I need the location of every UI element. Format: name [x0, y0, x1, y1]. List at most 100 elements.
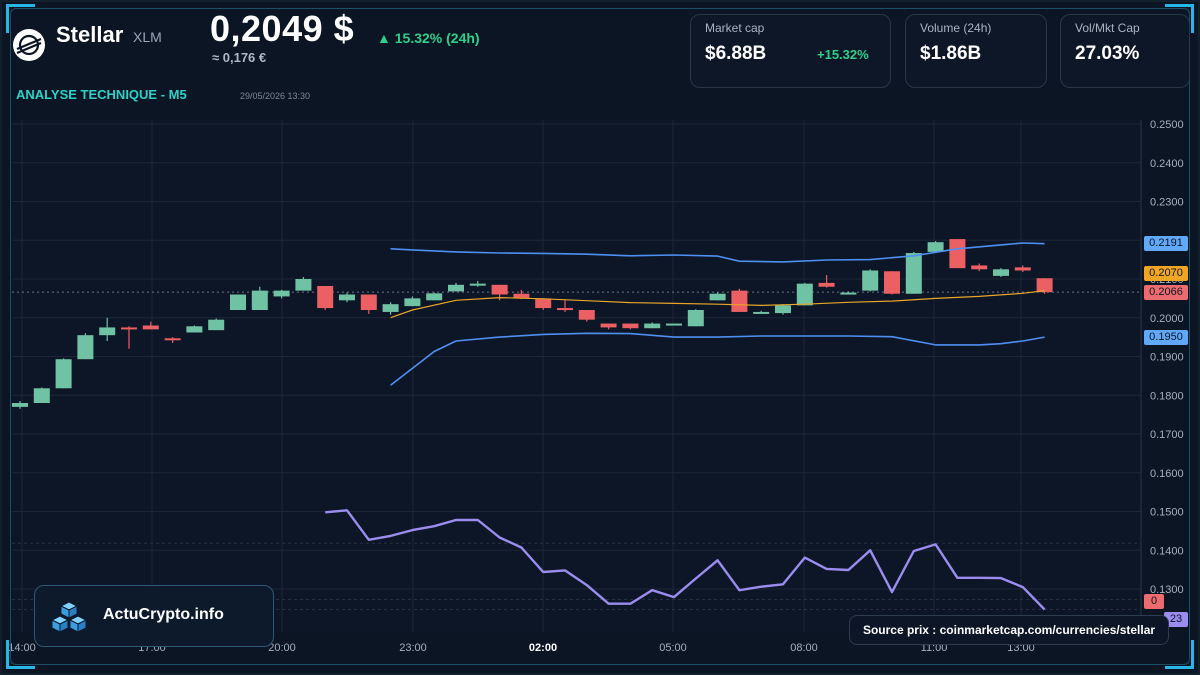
candle-body — [295, 279, 312, 291]
candle-body — [840, 292, 857, 295]
price-eur: ≈ 0,176 € — [212, 50, 267, 65]
coin-name: Stellar — [56, 22, 124, 47]
candle-body — [491, 284, 508, 295]
candle-body — [775, 305, 791, 314]
candle-body — [12, 403, 28, 407]
corner-accent — [6, 4, 35, 33]
candle-body — [251, 290, 268, 310]
candle-body — [709, 293, 726, 301]
y-tick-label: 0.2400 — [1150, 158, 1184, 170]
y-tick-label: 0.1900 — [1150, 352, 1184, 364]
rsi-tag-a: 0 — [1144, 594, 1164, 609]
change-24h: ▲ 15.32% (24h) — [377, 30, 480, 46]
candle-body — [121, 327, 137, 330]
candle-body — [600, 323, 617, 328]
bb-middle-tag: 0.2070 — [1144, 266, 1188, 281]
candle-body — [949, 239, 966, 269]
volume-value: $1.86B — [920, 43, 982, 64]
candle-body — [905, 253, 922, 294]
bollinger-lower-line — [390, 332, 1045, 386]
x-tick-label: 11:00 — [921, 642, 948, 654]
candle-body — [1014, 267, 1031, 271]
candle-body — [753, 311, 770, 314]
candle-body — [317, 285, 334, 309]
vol-mkt-cap-card: Vol/Mkt Cap 27.03% — [1060, 14, 1190, 88]
plot-area — [12, 120, 1141, 632]
candle-body — [186, 326, 203, 333]
y-tick-label: 0.1600 — [1150, 468, 1184, 480]
candle-body — [360, 294, 377, 310]
section-title: ANALYSE TECHNIQUE - M5 — [16, 87, 187, 102]
corner-accent — [1165, 640, 1194, 669]
y-tick-label: 0.1500 — [1150, 507, 1184, 519]
current-price: 0,2049 $ — [210, 8, 355, 49]
vol-mkt-cap-value: 27.03% — [1075, 43, 1140, 64]
x-tick-label: 05:00 — [659, 642, 687, 654]
x-tick-label: 08:00 — [790, 642, 818, 654]
market-cap-change: +15.32% — [817, 47, 869, 62]
bb-lower-tag: 0.1950 — [1144, 330, 1188, 345]
market-cap-label: Market cap — [705, 21, 765, 35]
candle-body — [1036, 278, 1053, 293]
cubes-logo-icon — [51, 601, 87, 633]
x-tick-label: 02:00 — [529, 642, 557, 654]
bb-upper-tag: 0.2191 — [1144, 236, 1188, 251]
candle-body — [164, 338, 181, 341]
timestamp: 29/05/2026 13:30 — [240, 91, 311, 101]
candle-body — [578, 310, 595, 320]
candle-body — [993, 269, 1009, 276]
candle-body — [796, 283, 813, 306]
chart-grid — [12, 120, 1142, 632]
y-tick-label: 0.2300 — [1150, 197, 1184, 209]
candlestick-series — [12, 239, 1053, 409]
last-close-tag: 0.2066 — [1144, 285, 1188, 300]
y-tick-label: 0.2500 — [1150, 119, 1184, 131]
candle-body — [535, 298, 552, 309]
corner-accent — [6, 640, 35, 669]
indicator-lines — [325, 242, 1046, 611]
candle-body — [513, 293, 530, 299]
candle-body — [426, 293, 443, 301]
volume-label: Volume (24h) — [920, 21, 992, 35]
volume-card: Volume (24h) $1.86B — [905, 14, 1047, 88]
candle-body — [927, 242, 944, 252]
candle-body — [862, 270, 879, 291]
candle-body — [404, 298, 421, 307]
bollinger-upper-line — [390, 242, 1045, 263]
candle-body — [644, 323, 661, 329]
rsi-line — [325, 509, 1046, 611]
candle-body — [382, 304, 399, 312]
coin-ticker: XLM — [133, 29, 162, 45]
brand-name: ActuCrypto.info — [103, 606, 224, 623]
corner-accent — [1165, 4, 1194, 33]
y-tick-label: 0.2000 — [1150, 313, 1184, 325]
candle-body — [99, 327, 116, 336]
candle-body — [273, 290, 290, 297]
candle-body — [230, 294, 246, 310]
candle-body — [469, 283, 486, 286]
candle-body — [666, 323, 682, 326]
candle-body — [687, 310, 704, 327]
y-tick-label: 0.1700 — [1150, 429, 1184, 441]
x-tick-label: 23:00 — [399, 642, 427, 654]
x-tick-label: 13:00 — [1007, 642, 1035, 654]
source-box[interactable]: Source prix : coinmarketcap.com/currenci… — [849, 615, 1169, 645]
y-tick-label: 0.1400 — [1150, 545, 1184, 557]
candle-body — [622, 323, 639, 329]
candle-body — [557, 308, 573, 311]
candle-body — [55, 359, 72, 389]
brand-box[interactable]: ActuCrypto.info — [34, 585, 274, 647]
candle-body — [339, 294, 355, 301]
stellar-logo-icon — [13, 29, 45, 61]
candle-body — [77, 335, 94, 360]
bollinger-middle-line — [390, 290, 1045, 319]
candle-body — [208, 319, 225, 331]
market-cap-card: Market cap $6.88B +15.32% — [690, 14, 891, 88]
y-tick-label: 0.1800 — [1150, 390, 1184, 402]
vol-mkt-cap-label: Vol/Mkt Cap — [1075, 21, 1140, 35]
market-cap-value: $6.88B — [705, 43, 767, 64]
x-tick-label: 14:00 — [8, 642, 36, 654]
rsi-tag-b: 23 — [1164, 612, 1188, 627]
y-tick-label: 0.1300 — [1150, 584, 1184, 596]
